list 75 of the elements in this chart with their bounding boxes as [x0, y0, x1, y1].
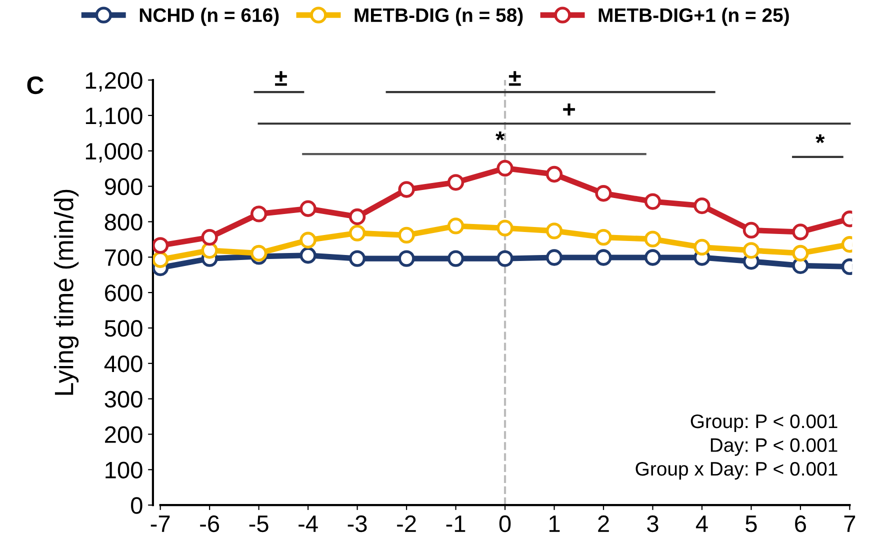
y-tick-label: 200: [105, 426, 142, 444]
point: [742, 242, 760, 259]
point: [348, 224, 366, 242]
x-tick-label: 5: [746, 516, 757, 532]
point: [300, 232, 316, 248]
point: [398, 181, 415, 198]
point: [300, 247, 316, 264]
annotation: *: [496, 132, 505, 140]
annotation: *: [816, 134, 825, 144]
point: [546, 166, 563, 183]
point: [792, 224, 809, 240]
annotation: +: [563, 103, 575, 116]
y-tick-label: 1,000: [86, 142, 142, 162]
point: [644, 230, 662, 248]
point: [546, 249, 563, 266]
y-tick-label: 500: [104, 320, 142, 337]
point: [644, 193, 662, 210]
x-tick-label: 7: [844, 516, 856, 532]
point: [152, 237, 169, 254]
x-tick-label: 6: [795, 515, 806, 532]
point: [201, 242, 218, 259]
x-tick-label: -4: [298, 516, 318, 532]
point: [595, 249, 612, 266]
y-tick-label: 100: [106, 462, 142, 478]
point: [447, 174, 464, 191]
annotation: ±: [275, 71, 287, 86]
point: [546, 222, 563, 240]
x-tick-label: -6: [200, 515, 220, 532]
x-tick-label: -3: [348, 515, 367, 532]
text: C: [27, 76, 44, 94]
point: [348, 208, 366, 226]
point: [152, 251, 169, 268]
y-tick-label: 400: [104, 355, 142, 372]
y-tick-label: 1,100: [86, 108, 142, 128]
x-tick-label: -5: [249, 516, 268, 532]
y-tick-label: 700: [105, 249, 142, 266]
y-tick-label: 600: [105, 284, 142, 302]
y-tick-label: 300: [104, 390, 142, 408]
x-tick-label: 3: [647, 515, 658, 532]
point: [300, 200, 316, 217]
point: [496, 160, 514, 177]
x-tick-label: -7: [150, 516, 170, 532]
x-tick-label: 0: [499, 515, 511, 532]
point: [250, 244, 268, 262]
legend-label: METB-DIG+1 (n = 25): [598, 8, 789, 26]
y-tick-label: 1,200: [86, 72, 142, 92]
point: [792, 244, 809, 262]
x-tick-label: -1: [446, 516, 466, 532]
point: [447, 218, 464, 234]
y-tick-label: 900: [104, 178, 142, 196]
point: [644, 249, 662, 266]
annotation: Group: P < 0.001 Day: P < 0.001 Group x Day: P < 0.001: [636, 414, 838, 480]
x-tick-label: 1: [549, 516, 560, 532]
point: [348, 250, 366, 267]
point: [398, 226, 415, 244]
legend-label: NCHD (n = 616): [140, 8, 279, 26]
annotation: ±: [508, 71, 521, 86]
point: [398, 250, 415, 267]
x-tick-label: -2: [397, 515, 416, 532]
y-tick-label: 800: [104, 214, 142, 231]
point: [447, 250, 464, 267]
point: [201, 228, 218, 246]
y-axis-title: Lying time (min/d): [54, 190, 79, 395]
point: [742, 222, 760, 239]
point: [694, 238, 710, 256]
legend-label: METB-DIG (n = 58): [354, 8, 523, 26]
y-tick-label: 0: [131, 497, 142, 514]
point: [496, 220, 514, 236]
point: [694, 197, 710, 214]
x-tick-label: 2: [598, 515, 609, 532]
point: [595, 228, 612, 246]
point: [250, 206, 268, 222]
x-tick-label: 4: [696, 516, 708, 532]
point: [496, 250, 514, 267]
point: [595, 185, 612, 202]
